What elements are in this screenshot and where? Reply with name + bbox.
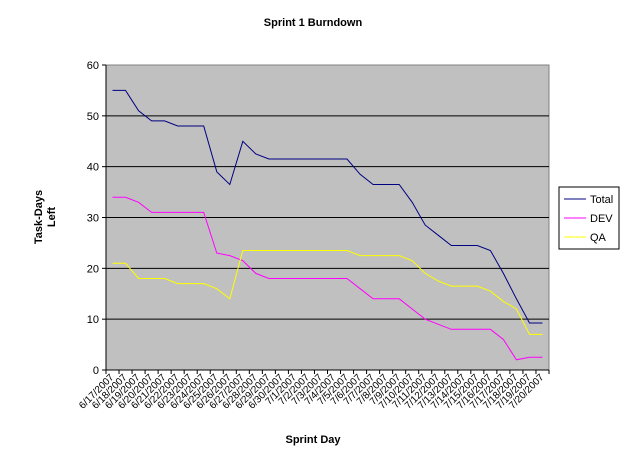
y-tick-label: 30: [87, 213, 99, 225]
chart-title: Sprint 1 Burndown: [264, 17, 363, 29]
series-line-total: [112, 89, 543, 324]
series-lines: [112, 89, 543, 361]
y-tick-label: 20: [87, 263, 99, 275]
y-tick-label: 0: [93, 365, 99, 377]
x-axis-ticks: 6/17/20076/18/20076/19/20076/20/20076/21…: [77, 370, 550, 411]
legend-label-total: Total: [590, 194, 613, 206]
y-tick-label: 60: [87, 60, 99, 72]
legend-label-qa: QA: [590, 232, 607, 244]
y-axis-ticks: 0 10 20 30 40 50 60: [87, 60, 106, 377]
y-tick-label: 50: [87, 111, 99, 123]
y-axis-title-line-2: Left: [46, 207, 58, 228]
legend-items: Total DEV QA: [564, 194, 613, 244]
y-axis-title-line-1: Task-Days: [33, 190, 45, 244]
y-tick-label: 40: [87, 162, 99, 174]
gridlines: [106, 115, 549, 320]
series-line-dev: [112, 196, 543, 361]
x-axis-title: Sprint Day: [285, 434, 341, 446]
series-line-qa: [112, 250, 543, 335]
y-tick-label: 10: [87, 314, 99, 326]
legend-label-dev: DEV: [590, 213, 613, 225]
